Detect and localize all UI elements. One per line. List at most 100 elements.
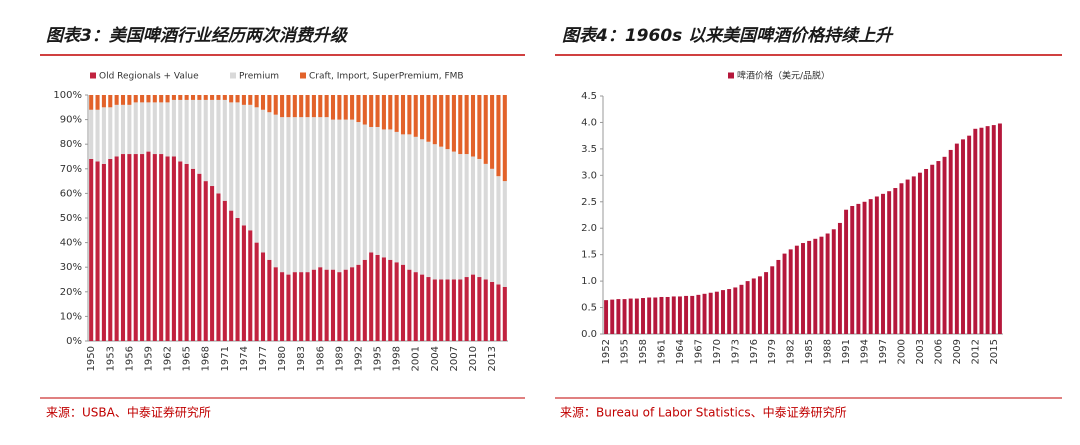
bar (375, 95, 380, 127)
bar (458, 279, 463, 341)
bar (203, 95, 208, 100)
bar (807, 240, 812, 334)
bar (222, 200, 227, 341)
x-tick-label: 1997 (878, 339, 889, 364)
bar (254, 95, 259, 108)
bar (318, 95, 323, 118)
y-tick-label: 40% (60, 238, 82, 249)
bar (844, 209, 849, 334)
bar (967, 135, 972, 334)
bar (197, 99, 202, 174)
bar (445, 279, 450, 341)
bar (924, 168, 929, 334)
bar (241, 225, 246, 341)
y-tick-label: 1.0 (581, 276, 597, 287)
bar (190, 168, 196, 341)
bar (267, 259, 272, 341)
bar (356, 122, 361, 265)
bar (381, 129, 386, 258)
bar (400, 264, 406, 341)
bar (671, 296, 676, 334)
bar (235, 95, 240, 103)
bar (222, 95, 227, 100)
bar (369, 126, 374, 253)
bar (311, 117, 316, 270)
bar (273, 114, 278, 268)
x-tick-label: 1998 (392, 346, 403, 371)
bar (159, 95, 164, 103)
x-tick-label: 1965 (182, 346, 193, 371)
bar (375, 254, 380, 341)
x-tick-label: 1980 (277, 346, 288, 371)
bar (356, 264, 361, 341)
bar (887, 191, 892, 334)
bar (197, 173, 202, 341)
bar (837, 222, 842, 334)
bar (89, 109, 94, 159)
bar (216, 193, 221, 341)
y-tick-label: 0.5 (581, 303, 597, 314)
bar (801, 243, 805, 334)
x-tick-label: 2007 (449, 346, 460, 371)
x-tick-label: 2000 (896, 339, 907, 364)
x-tick-label: 2004 (430, 346, 441, 371)
bar (432, 144, 437, 280)
bar (216, 99, 221, 194)
bar (490, 95, 495, 169)
bar (948, 149, 953, 334)
bar (127, 154, 132, 341)
bar (733, 287, 738, 334)
x-tick-label: 2012 (970, 339, 981, 364)
bar (318, 117, 323, 268)
bar (439, 146, 444, 280)
bar (95, 95, 100, 110)
y-tick-label: 4.5 (581, 91, 597, 102)
bar (146, 102, 151, 152)
y-tick-label: 2.0 (581, 223, 597, 234)
bar (770, 266, 775, 334)
x-tick-label: 1968 (201, 346, 212, 371)
bar (942, 156, 947, 334)
legend-label: 啤酒价格（美元/品脱） (737, 70, 830, 82)
bar (721, 290, 725, 334)
bar (973, 128, 978, 334)
x-tick-label: 1979 (767, 339, 778, 364)
bar (362, 259, 367, 341)
bar (343, 119, 348, 270)
bar (101, 95, 106, 108)
bar (120, 154, 126, 341)
bar (432, 95, 437, 145)
bar (190, 95, 196, 100)
y-tick-label: 60% (60, 188, 82, 199)
x-tick-label: 1955 (620, 339, 631, 364)
bar (426, 95, 431, 142)
bar (171, 95, 176, 100)
y-tick-label: 0% (66, 336, 82, 347)
bar (690, 295, 695, 334)
bar (400, 95, 406, 135)
y-tick-label: 100% (53, 90, 82, 101)
bar (95, 161, 100, 341)
bar (782, 253, 787, 334)
x-tick-label: 1974 (239, 346, 250, 371)
bar (696, 294, 701, 334)
bar (604, 300, 609, 334)
bar (133, 95, 138, 103)
bar (350, 95, 355, 120)
bar (89, 158, 94, 341)
bar (254, 107, 259, 243)
bar (757, 276, 762, 334)
bar (708, 292, 713, 334)
x-tick-label: 1988 (823, 339, 834, 364)
bar (190, 99, 196, 169)
x-tick-label: 1976 (749, 339, 760, 364)
bar (152, 154, 157, 341)
bar (893, 188, 898, 334)
bar (324, 95, 329, 118)
bar (388, 129, 393, 260)
bar (184, 99, 189, 164)
bar (222, 99, 227, 201)
y-tick-label: 3.0 (581, 170, 597, 181)
bar (280, 95, 285, 118)
bar (381, 95, 386, 130)
